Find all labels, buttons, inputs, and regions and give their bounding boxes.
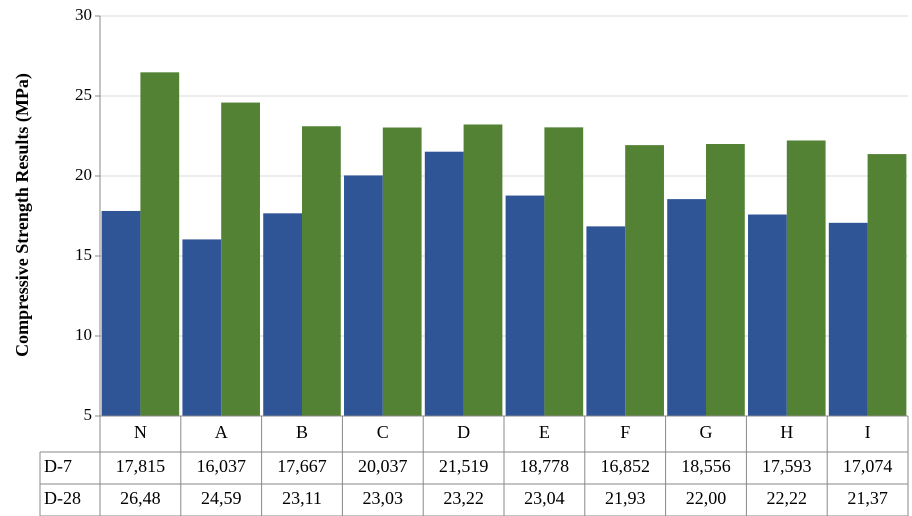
- x-tick-label: G: [700, 422, 713, 442]
- bar: [828, 222, 868, 416]
- table-cell: 24,59: [201, 488, 242, 508]
- bar: [544, 127, 584, 417]
- bar: [463, 124, 503, 416]
- bar: [302, 126, 341, 417]
- x-tick-label: A: [215, 422, 228, 442]
- bar: [140, 72, 180, 416]
- bar: [786, 140, 826, 417]
- y-tick-label: 30: [75, 5, 92, 24]
- x-tick-label: F: [620, 422, 630, 442]
- bar: [748, 214, 787, 416]
- table-cell: 23,04: [524, 488, 565, 508]
- x-tick-label: B: [296, 422, 308, 442]
- bar: [625, 145, 664, 416]
- x-tick-label: D: [457, 422, 470, 442]
- table-cell: 21,93: [605, 488, 646, 508]
- bar: [221, 102, 260, 416]
- x-tick-label: C: [377, 422, 389, 442]
- table-cell: 16,037: [196, 456, 246, 476]
- legend-label: D-28: [44, 488, 81, 508]
- bar: [706, 144, 745, 416]
- table-cell: 17,667: [277, 456, 327, 476]
- x-tick-label: H: [780, 422, 793, 442]
- bar: [505, 195, 545, 416]
- bar: [586, 226, 626, 416]
- bar: [263, 213, 302, 416]
- table-cell: 23,22: [443, 488, 484, 508]
- table-cell: 23,03: [363, 488, 404, 508]
- bar: [344, 175, 383, 416]
- table-cell: 16,852: [600, 456, 650, 476]
- legend-label: D-7: [44, 456, 72, 476]
- table-cell: 26,48: [120, 488, 161, 508]
- table-cell: 17,074: [843, 456, 893, 476]
- table-cell: 17,815: [116, 456, 166, 476]
- y-tick-label: 20: [75, 165, 92, 184]
- table-cell: 23,11: [282, 488, 322, 508]
- bar: [867, 154, 907, 416]
- y-tick-label: 25: [75, 85, 92, 104]
- y-tick-label: 15: [75, 245, 92, 264]
- table-cell: 21,37: [847, 488, 888, 508]
- x-tick-label: N: [134, 422, 147, 442]
- table-cell: 22,22: [767, 488, 808, 508]
- bar: [424, 151, 464, 417]
- table-cell: 21,519: [439, 456, 489, 476]
- bar: [382, 127, 422, 417]
- bar: [182, 239, 222, 416]
- table-cell: 18,778: [520, 456, 570, 476]
- y-tick-label: 5: [84, 405, 93, 424]
- x-tick-label: I: [865, 422, 871, 442]
- bar: [101, 210, 141, 416]
- table-cell: 18,556: [681, 456, 731, 476]
- bar: [667, 199, 706, 416]
- x-tick-label: E: [539, 422, 550, 442]
- table-cell: 17,593: [762, 456, 812, 476]
- table-cell: 22,00: [686, 488, 727, 508]
- y-tick-label: 10: [75, 325, 92, 344]
- y-axis-title: Compressive Strength Results (MPa): [12, 73, 33, 357]
- table-cell: 20,037: [358, 456, 408, 476]
